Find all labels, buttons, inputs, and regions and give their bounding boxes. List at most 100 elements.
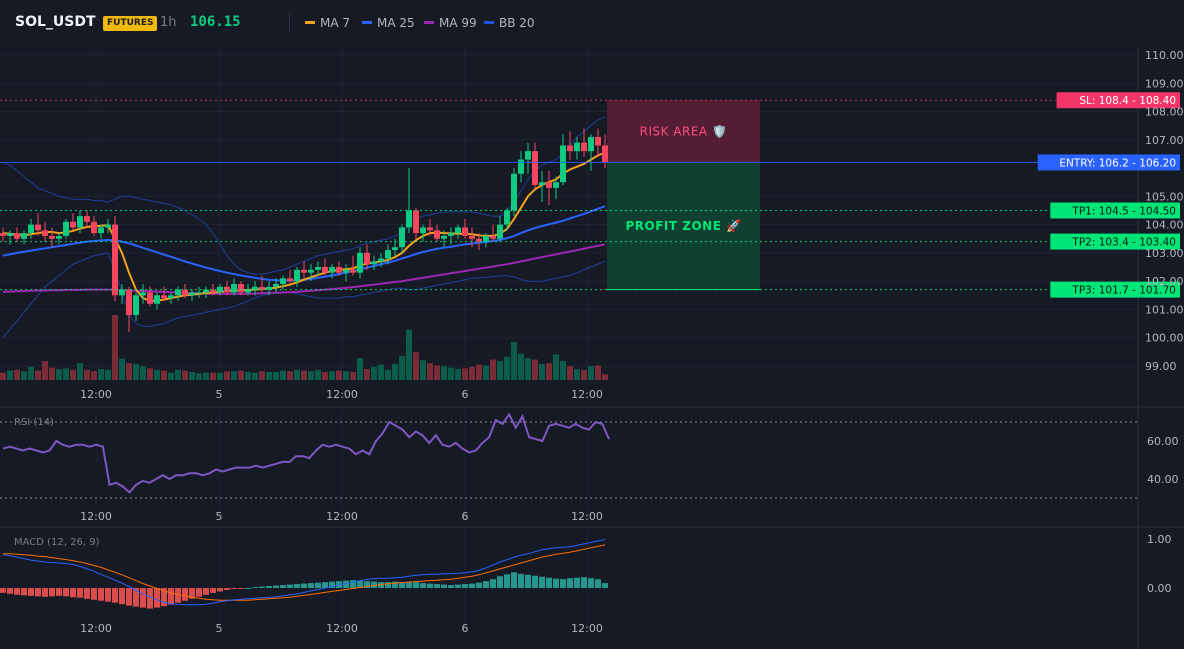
macd-tick-label: 1.00 [1147,533,1172,546]
volume-bar [469,366,475,380]
macd-histogram-bar [175,588,181,603]
candles [0,128,608,333]
candle-body [196,292,202,294]
volume-bar [560,361,566,380]
legend-ma25[interactable]: MA 25 [362,16,415,30]
volume-bar [420,360,426,380]
macd-histogram-bar [595,579,601,588]
futures-badge: FUTURES [103,16,158,31]
macd-histogram-bar [259,586,265,588]
symbol-name[interactable]: SOL_USDT [15,14,96,30]
candle-body [378,258,384,262]
time-axis-0: 12:00 5 12:00 6 12:00 [80,388,603,401]
macd-histogram-bar [574,577,580,588]
time-tick-label: 12:00 [326,622,358,635]
macd-histogram-bar [399,582,405,588]
candle-body [287,278,293,282]
macd-histogram-bar [581,577,587,588]
volume-bar [455,369,461,380]
candle-body [147,292,153,304]
macd-histogram-bar [273,585,279,588]
volume-bar [35,370,41,380]
volume-bar [63,368,69,380]
time-tick-label: 12:00 [326,388,358,401]
candle-body [154,295,160,304]
time-tick-label: 5 [216,388,223,401]
chart-header: SOL_USDT FUTURES 1h 106.15 MA 7 MA 25 MA… [0,0,1184,46]
legend-ma7[interactable]: MA 7 [305,16,350,30]
volume-bar [357,358,363,380]
macd-histogram-bar [203,588,209,595]
macd-histogram-bar [238,588,244,589]
candle-body [119,289,125,296]
time-tick-label: 12:00 [571,622,603,635]
macd-histogram-bar [196,588,202,597]
volume-bar [105,369,111,380]
volume-bar [581,369,587,380]
candle-body [105,224,111,228]
candle-body [532,151,538,186]
ma99-swatch [424,21,434,24]
candle-body [21,233,27,239]
candle-body [161,295,167,299]
last-price: 106.15 [190,14,241,30]
macd-histogram-bar [588,578,594,588]
macd-histogram-bar [49,588,55,597]
volume-bar [497,361,503,380]
candle-body [210,289,216,293]
volume-bar [42,361,48,380]
macd-histogram-bar [539,576,545,588]
candle-body [315,267,321,270]
price-tick-label: 102.00 [1145,275,1184,288]
legend-ma99[interactable]: MA 99 [424,16,477,30]
candle-body [98,227,104,234]
time-tick-label: 12:00 [80,388,112,401]
macd-histogram-bar [490,579,496,588]
price-tick-label: 100.00 [1145,332,1184,345]
macd-histogram-bar [413,582,419,588]
time-tick-label: 5 [216,622,223,635]
volume-bar [7,370,13,380]
macd-histogram-bar [182,588,188,601]
volume-bar [245,371,251,380]
volume-bar [161,370,167,380]
candle-body [518,159,524,174]
macd-histogram-bar [567,578,573,588]
candle-body [413,210,419,234]
price-tick-label: 101.00 [1145,303,1184,316]
volume-bar [266,371,272,380]
time-tick-label: 6 [462,388,469,401]
volume-bar [182,370,188,380]
macd-tick-label: 0.00 [1147,582,1172,595]
macd-histogram-bar [427,583,433,588]
macd-histogram-bar [252,587,258,589]
candle-body [364,252,370,265]
candle-body [504,210,510,225]
candle-body [476,238,482,242]
volume-bar [371,366,377,380]
volume-bar [112,315,118,380]
candle-body [441,235,447,239]
volume-bar [14,369,20,380]
volume-bar [602,374,608,380]
macd-histogram-bar [301,583,307,588]
macd-histogram-bar [455,584,461,588]
time-tick-label: 12:00 [80,510,112,523]
candle-body [301,269,307,273]
volume-bar [322,371,328,380]
header-divider [289,13,290,33]
candle-body [588,136,594,152]
volume-bar [210,372,216,380]
volume-bar [147,368,153,380]
legend-ma7-label: MA 7 [320,16,351,30]
macd-histogram-bar [245,588,251,589]
macd-histogram-bar [385,582,391,588]
macd-histogram-bar [42,588,48,597]
candle-body [308,269,314,273]
volume-bar [224,371,230,380]
volume-bar [504,356,510,380]
timeframe-label[interactable]: 1h [160,15,177,30]
profit-zone [607,162,760,290]
legend-bb20[interactable]: BB 20 [484,16,535,30]
